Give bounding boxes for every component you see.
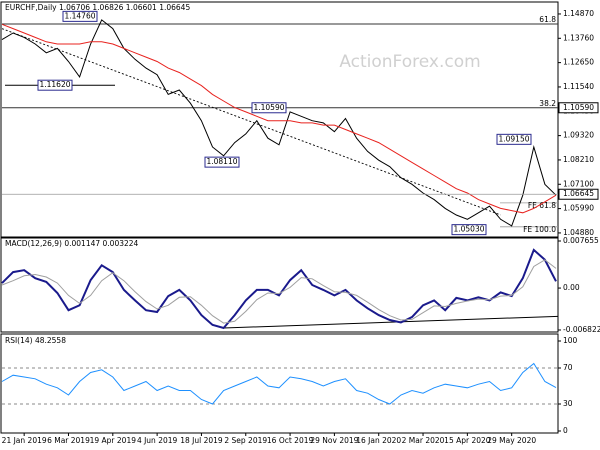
macd-title: MACD(12,26,9) 0.001147 0.003224: [5, 239, 139, 248]
series-line: [1, 19, 557, 227]
y-tick-label: 1.04880: [563, 228, 594, 237]
x-tick-label: 16 Oct 2019: [267, 436, 314, 445]
price-label: 1.08110: [206, 157, 237, 166]
price-label-box: [451, 224, 487, 236]
level-label: 38.2: [539, 99, 556, 108]
x-tick-label: 29 May 2020: [487, 436, 536, 445]
series-line: [1, 23, 557, 214]
price-label-box: [204, 156, 240, 168]
y-tick-label: 1.08210: [563, 155, 594, 164]
watermark: ActionForex.com: [339, 52, 480, 72]
level-label: 61.8: [539, 15, 556, 24]
price-title: EURCHF,Daily 1.06706 1.06826 1.06601 1.0…: [5, 3, 190, 12]
x-tick-label: 29 Nov 2019: [310, 436, 358, 445]
series-line: [1, 362, 557, 405]
series-line: [1, 259, 557, 324]
axis-marker-box: [558, 102, 599, 114]
y-tick-label: 1.11540: [563, 82, 594, 91]
rsi-title: RSI(14) 48.2558: [5, 336, 66, 345]
x-tick-label: 18 Jul 2019: [180, 436, 223, 445]
x-tick-label: 15 Apr 2020: [444, 436, 491, 445]
x-tick-label: 19 Apr 2019: [90, 436, 137, 445]
y-tick-label: 1.12650: [563, 58, 594, 67]
price-label: 1.09150: [498, 134, 529, 143]
axis-marker-label: 1.06645: [563, 189, 594, 198]
level-label: FE 100.0: [523, 225, 556, 234]
level-label: FE 61.8: [528, 201, 556, 210]
price-label-box: [496, 133, 532, 145]
price-label: 1.14760: [64, 11, 95, 20]
price-label-box: [37, 79, 73, 91]
price-panel: [0, 1, 559, 238]
y-tick-label: 100: [563, 336, 578, 345]
axis-marker-label: 1.10590: [563, 103, 594, 112]
y-tick-label: 1.07100: [563, 179, 594, 188]
y-tick-label: 1.09320: [563, 131, 594, 140]
y-tick-label: 30: [563, 399, 573, 408]
y-tick-label: 0.007655: [563, 236, 599, 245]
series-line: [1, 248, 557, 330]
x-tick-label: 4 Jun 2019: [137, 436, 178, 445]
y-tick-label: 1.05990: [563, 204, 594, 213]
x-tick-label: 2 Mar 2020: [402, 436, 445, 445]
x-tick-label: 6 Mar 2019: [47, 436, 90, 445]
y-tick-label: -0.006822: [563, 325, 600, 334]
price-label: 1.10590: [253, 103, 284, 112]
price-label: 1.11620: [39, 80, 70, 89]
y-tick-label: 1.13760: [563, 33, 594, 42]
trend-line: [223, 315, 559, 329]
rsi-panel: [0, 333, 559, 434]
price-label: 1.05030: [453, 225, 484, 234]
y-tick-label: 0: [563, 426, 568, 435]
x-tick-label: 21 Jan 2019: [2, 436, 47, 445]
price-label-box: [62, 10, 98, 22]
y-tick-label: 0.00: [563, 283, 580, 292]
y-tick-label: 1.14870: [563, 9, 594, 18]
price-label-box: [251, 102, 287, 114]
x-tick-label: 2 Sep 2019: [224, 436, 267, 445]
x-tick-label: 16 Jan 2020: [356, 436, 401, 445]
axis-marker-box: [558, 188, 599, 200]
y-tick-label: 70: [563, 363, 573, 372]
macd-panel: [0, 237, 559, 333]
